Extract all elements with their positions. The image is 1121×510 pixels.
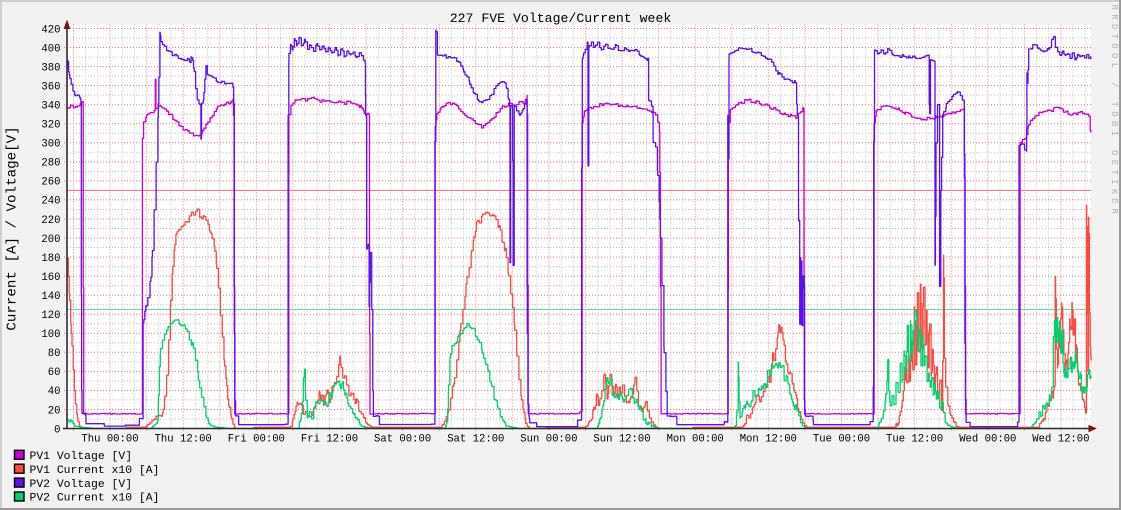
svg-text:Fri 12:00: Fri 12:00 <box>301 434 358 446</box>
svg-text:200: 200 <box>41 234 60 246</box>
svg-text:Current [A] / Voltage[V]: Current [A] / Voltage[V] <box>5 126 21 330</box>
svg-text:100: 100 <box>41 329 60 341</box>
svg-text:Tue 00:00: Tue 00:00 <box>813 434 870 446</box>
svg-text:Wed 00:00: Wed 00:00 <box>959 434 1016 446</box>
svg-text:PV2 Current x10 [A]: PV2 Current x10 [A] <box>30 493 160 505</box>
svg-text:120: 120 <box>41 310 60 322</box>
svg-text:240: 240 <box>41 196 60 208</box>
svg-text:Mon 12:00: Mon 12:00 <box>740 434 797 446</box>
svg-text:20: 20 <box>48 405 61 417</box>
svg-text:Thu 12:00: Thu 12:00 <box>155 434 212 446</box>
svg-text:227 FVE Voltage/Current week: 227 FVE Voltage/Current week <box>450 11 672 26</box>
svg-text:Thu 00:00: Thu 00:00 <box>81 434 138 446</box>
svg-text:340: 340 <box>41 101 60 113</box>
svg-text:380: 380 <box>41 62 60 74</box>
svg-text:Tue 12:00: Tue 12:00 <box>886 434 943 446</box>
svg-text:140: 140 <box>41 291 60 303</box>
svg-text:420: 420 <box>41 24 60 36</box>
svg-text:Sun 00:00: Sun 00:00 <box>520 434 577 446</box>
svg-text:320: 320 <box>41 120 60 132</box>
svg-text:Wed 12:00: Wed 12:00 <box>1032 434 1089 446</box>
svg-text:400: 400 <box>41 43 60 55</box>
svg-text:0: 0 <box>54 424 60 436</box>
svg-text:300: 300 <box>41 139 60 151</box>
svg-text:180: 180 <box>41 253 60 265</box>
svg-text:RRDTOOL / TOBI OETIKER: RRDTOOL / TOBI OETIKER <box>1109 5 1119 218</box>
svg-text:PV1 Current x10 [A]: PV1 Current x10 [A] <box>30 465 160 477</box>
svg-text:Fri 00:00: Fri 00:00 <box>228 434 285 446</box>
svg-text:Sat 00:00: Sat 00:00 <box>374 434 431 446</box>
svg-text:280: 280 <box>41 158 60 170</box>
svg-text:160: 160 <box>41 272 60 284</box>
svg-text:Mon 00:00: Mon 00:00 <box>667 434 724 446</box>
svg-text:Sat 12:00: Sat 12:00 <box>447 434 504 446</box>
svg-text:220: 220 <box>41 215 60 227</box>
svg-text:Sun 12:00: Sun 12:00 <box>593 434 650 446</box>
svg-text:80: 80 <box>48 348 61 360</box>
svg-text:60: 60 <box>48 367 61 379</box>
svg-text:PV1 Voltage [V]: PV1 Voltage [V] <box>30 451 133 463</box>
svg-text:PV2 Voltage [V]: PV2 Voltage [V] <box>30 479 133 491</box>
svg-text:260: 260 <box>41 177 60 189</box>
svg-text:40: 40 <box>48 386 61 398</box>
svg-text:360: 360 <box>41 81 60 93</box>
